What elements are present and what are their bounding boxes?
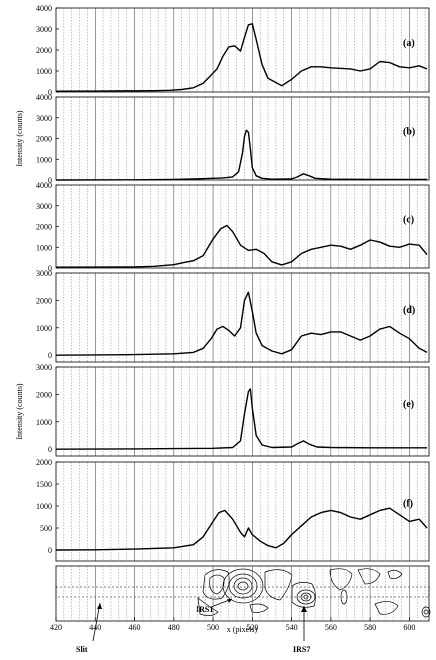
- y-tick-label: 4000: [36, 93, 52, 102]
- y-tick-label: 1000: [36, 155, 52, 164]
- y-tick-label: 2000: [36, 135, 52, 144]
- y-tick-label: 4000: [36, 181, 52, 190]
- spectrum-line: [55, 388, 427, 450]
- x-axis-title: x (pixels): [227, 625, 258, 634]
- x-tick-label: 540: [286, 623, 298, 632]
- spectrum-line: [55, 291, 428, 356]
- image-panel: IRS1: [55, 565, 431, 622]
- y-tick-label: 2000: [36, 46, 52, 55]
- y-tick-label: 1000: [36, 418, 52, 427]
- y-tick-label: 0: [48, 88, 52, 97]
- panel-label: (e): [403, 399, 414, 410]
- y-tick-label: 3000: [36, 269, 52, 278]
- y-tick-label: 0: [48, 546, 52, 555]
- panel-d: 0 1000 2000 3000 (d): [36, 269, 430, 363]
- y-tick-label: 1000: [36, 502, 52, 511]
- slit-box: [55, 586, 430, 598]
- irs1-label: IRS1: [196, 605, 213, 614]
- panel-frame: [55, 461, 430, 562]
- panel-label: (f): [403, 499, 413, 510]
- panel-frame: [55, 96, 430, 181]
- y-axis-title: Intensity (counts): [15, 110, 24, 167]
- irs7-arrowhead: [301, 606, 307, 612]
- x-axis: 420440460480500520540560580600: [50, 617, 415, 632]
- y-tick-label: 0: [48, 264, 52, 273]
- y-tick-label: 1000: [36, 67, 52, 76]
- spectrum-line: [55, 23, 428, 92]
- x-tick-label: 580: [364, 623, 376, 632]
- x-tick-label: 460: [129, 623, 141, 632]
- x-tick-label: 560: [325, 623, 337, 632]
- panel-label: (a): [403, 38, 415, 49]
- panel-frame: [55, 184, 430, 269]
- y-tick-label: 0: [48, 176, 52, 185]
- panel-label: (d): [403, 305, 415, 316]
- panel-frame: [55, 7, 430, 93]
- y-tick-label: 3000: [36, 363, 52, 372]
- y-axis-title: Intensity (counts): [15, 383, 24, 440]
- y-tick-label: 3000: [36, 25, 52, 34]
- y-tick-label: 2000: [36, 296, 52, 305]
- spectra-panels: 0 1000 2000 3000 4000 (a) 0 1000 2000 3000 4000 (b)…: [15, 4, 430, 562]
- panel-frame: [55, 272, 430, 363]
- spectrum-line: [55, 507, 428, 551]
- slit-arrowhead: [97, 603, 102, 609]
- panel-label: (b): [403, 126, 415, 137]
- irs7-label: IRS7: [293, 645, 310, 654]
- y-tick-label: 2000: [36, 390, 52, 399]
- y-tick-label: 3000: [36, 202, 52, 211]
- x-tick-label: 520: [246, 623, 258, 632]
- y-tick-label: 500: [40, 524, 52, 533]
- panel-f: 0 500 1000 1500 2000 (f): [36, 458, 430, 562]
- y-tick-label: 1000: [36, 243, 52, 252]
- panel-a: 0 1000 2000 3000 4000 (a): [36, 4, 430, 97]
- spectrum-line: [55, 224, 428, 268]
- x-tick-label: 600: [403, 623, 415, 632]
- irs1-arrowhead: [227, 599, 232, 603]
- contours: [197, 568, 431, 618]
- panel-label: (c): [403, 214, 414, 225]
- y-tick-label: 1000: [36, 324, 52, 333]
- image-panel-frame: [55, 565, 430, 622]
- x-tick-label: 500: [207, 623, 219, 632]
- y-tick-label: 0: [48, 351, 52, 360]
- y-tick-label: 2000: [36, 223, 52, 232]
- slit-arrow: [92, 602, 101, 642]
- spectrum-line: [55, 129, 427, 181]
- y-tick-label: 4000: [36, 4, 52, 13]
- panel-c: 0 1000 2000 3000 4000 (c): [36, 181, 430, 273]
- y-tick-label: 3000: [36, 114, 52, 123]
- slit-label: Slit: [76, 645, 88, 654]
- panel-e: 0 1000 2000 3000 (e) Intensity (counts): [15, 363, 430, 457]
- y-tick-label: 0: [48, 445, 52, 454]
- y-tick-label: 2000: [36, 458, 52, 467]
- x-tick-label: 420: [50, 623, 62, 632]
- panel-frame: [55, 366, 430, 457]
- panel-b: 0 1000 2000 3000 4000 (b) Intensity (counts): [15, 93, 430, 185]
- x-tick-label: 480: [168, 623, 180, 632]
- y-tick-label: 1500: [36, 480, 52, 489]
